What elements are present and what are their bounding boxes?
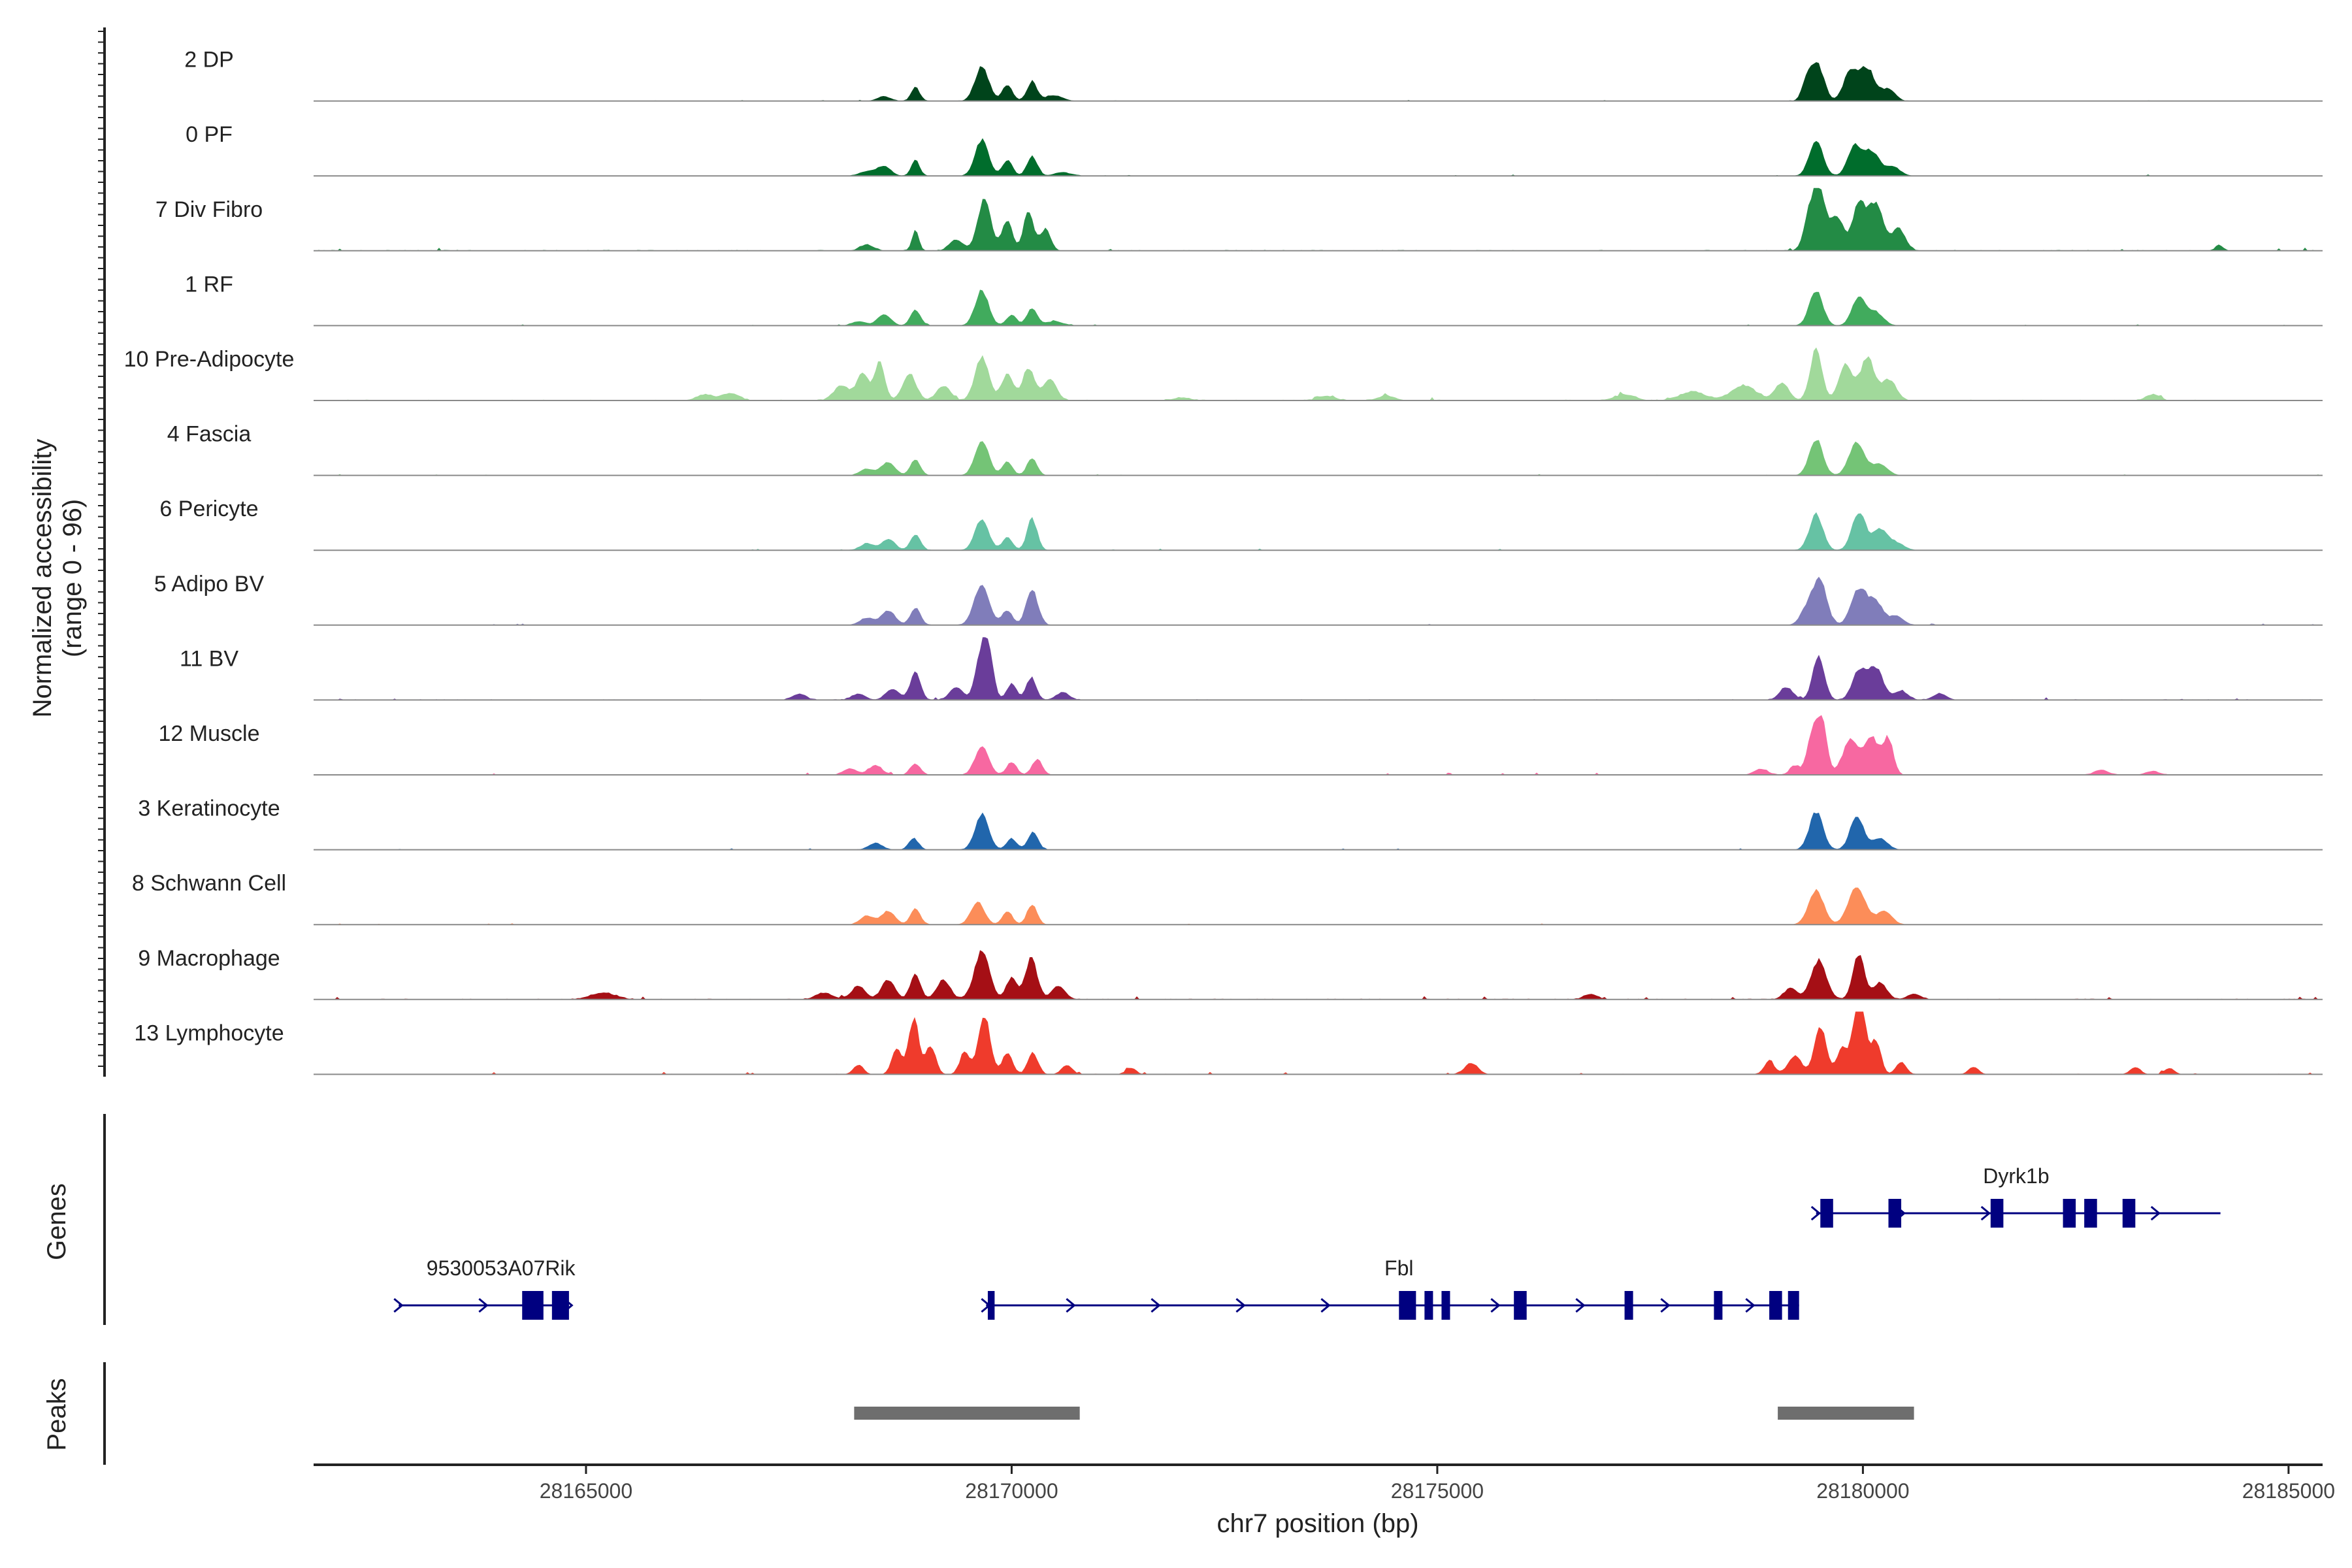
coverage-area [314,715,2323,775]
coverage-area [314,62,2323,101]
coverage-area [314,576,2323,625]
exon [1820,1199,1833,1228]
exon [1888,1199,1902,1228]
x-axis-label: chr7 position (bp) [1217,1509,1418,1538]
strand-arrow [1660,1298,1671,1313]
gene-dyrk1b: Dyrk1b [1810,1164,2221,1228]
strand-arrow [1235,1298,1246,1313]
track-9-macrophage: 9 Macrophage [138,946,2323,1000]
track-label: 11 BV [180,646,238,671]
coverage-area [314,289,2323,326]
gene-label: 9530053A07Rik [427,1256,576,1280]
track-label: 6 Pericyte [159,497,258,521]
gene-fbl: Fbl [981,1256,1799,1320]
exon [2084,1199,2097,1228]
strand-arrow [1980,1205,1991,1221]
exon [522,1291,544,1320]
peak-region [1778,1407,1914,1420]
exon [987,1291,995,1320]
peaks-track [103,1362,1914,1465]
track-6-pericyte: 6 Pericyte [159,497,2323,551]
strand-arrow [1745,1298,1756,1313]
coverage-area [314,887,2323,925]
exon [1424,1291,1433,1320]
track-label: 0 PF [186,122,233,147]
track-label: 2 DP [184,48,234,73]
track-11-bv: 11 BV [180,637,2323,701]
coverage-tracks: 2 DP 0 PF 7 Div Fibro 1 RF 10 Pre-Adipocyte 4… [98,27,2323,1077]
coverage-area [314,1011,2323,1075]
gene-9530053a07rik: 9530053A07Rik [393,1256,576,1320]
track-4-fascia: 4 Fascia [167,422,2323,476]
gene-label: Dyrk1b [1983,1164,2049,1188]
track-7-div-fibro: 7 Div Fibro [155,188,2323,252]
strand-arrow [1320,1298,1331,1313]
x-tick-label: 28170000 [965,1479,1058,1503]
exon [1769,1291,1782,1320]
track-5-adipo-bv: 5 Adipo BV [154,572,2323,626]
strand-arrow [1490,1298,1501,1313]
coverage-area [314,512,2323,551]
track-label: 9 Macrophage [138,946,280,971]
coverage-area [314,188,2323,251]
track-1-rf: 1 RF [185,272,2323,327]
y-axis-range-label: (range 0 - 96) [58,499,87,657]
track-2-dp: 2 DP [184,48,2323,102]
exon [1714,1291,1723,1320]
coverage-area [314,138,2323,176]
gene-label: Fbl [1384,1256,1413,1280]
track-label: 7 Div Fibro [155,197,263,222]
track-8-schwann-cell: 8 Schwann Cell [132,871,2323,926]
strand-arrow [1066,1298,1076,1313]
genes-track-title: Genes [42,1183,71,1260]
coverage-area [314,637,2323,700]
track-10-pre-adipocyte: 10 Pre-Adipocyte [124,347,2323,401]
exon [551,1291,569,1320]
track-label: 10 Pre-Adipocyte [124,347,295,372]
track-label: 8 Schwann Cell [132,871,286,896]
track-0-pf: 0 PF [186,122,2323,177]
track-12-muscle: 12 Muscle [159,715,2323,776]
coverage-area [314,812,2323,850]
x-tick-label: 28180000 [1816,1479,1909,1503]
track-label: 4 Fascia [167,422,252,447]
exon [1788,1291,1799,1320]
strand-arrow [393,1298,404,1313]
coverage-area [314,347,2323,400]
peaks-track-title: Peaks [42,1378,71,1450]
track-label: 12 Muscle [159,721,260,746]
track-label: 5 Adipo BV [154,572,265,596]
strand-arrow [2150,1205,2161,1221]
strand-arrow [1810,1205,1821,1221]
y-axis-title: Normalized accessibility (range 0 - 96) [28,439,87,718]
track-3-keratinocyte: 3 Keratinocyte [138,796,2323,851]
exon [1399,1291,1416,1320]
strand-arrow [478,1298,489,1313]
track-13-lymphocyte: 13 Lymphocyte [134,1011,2323,1075]
exon [1441,1291,1450,1320]
x-tick-label: 28165000 [540,1479,632,1503]
track-label: 13 Lymphocyte [134,1021,284,1045]
strand-arrow [1575,1298,1586,1313]
track-label: 3 Keratinocyte [138,796,280,821]
coverage-area [314,950,2323,1000]
exon [2122,1199,2136,1228]
x-axis: 28165000 28170000 28175000 28180000 28185000 [314,1463,2335,1503]
coverage-area [314,440,2323,476]
exon [1514,1291,1527,1320]
y-axis-label: Normalized accessibility [28,439,57,718]
strand-arrow [1151,1298,1161,1313]
x-tick-label: 28175000 [1391,1479,1484,1503]
track-label: 1 RF [185,272,233,297]
exon [1624,1291,1633,1320]
exon [2063,1199,2076,1228]
exon [1990,1199,2004,1228]
x-tick-label: 28185000 [2242,1479,2335,1503]
gene-annotation-track: 9530053A07Rik Fbl Dyrk1b [103,1114,2221,1325]
peak-region [854,1407,1080,1420]
